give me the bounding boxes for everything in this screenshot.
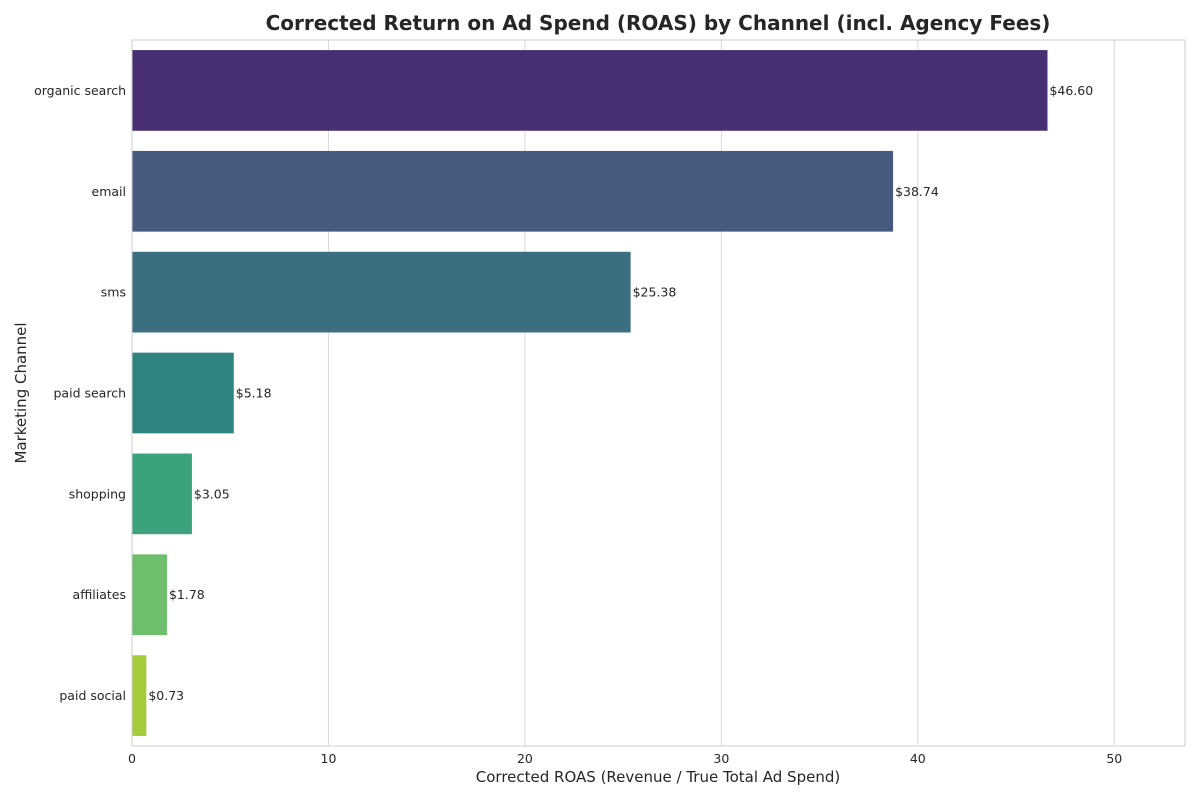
y-tick-label: affiliates <box>73 587 126 602</box>
x-tick-label: 30 <box>713 751 729 766</box>
y-tick-label: paid social <box>59 688 126 703</box>
chart-title: Corrected Return on Ad Spend (ROAS) by C… <box>266 11 1051 35</box>
data-label: $38.74 <box>895 184 939 199</box>
y-tick-label: organic search <box>34 83 126 98</box>
plot-frame <box>131 39 1186 747</box>
y-axis-label: Marketing Channel <box>12 322 30 463</box>
grid <box>131 40 1115 746</box>
x-tick-label: 20 <box>517 751 533 766</box>
y-tick-label: shopping <box>69 486 126 501</box>
data-label: $3.05 <box>194 486 230 501</box>
bar-organic-search <box>132 50 1048 131</box>
data-label: $0.73 <box>148 688 184 703</box>
bar-sms <box>132 251 631 333</box>
bar-paid-social <box>132 655 147 736</box>
bar-paid-search <box>132 352 234 434</box>
bar-email <box>132 150 894 232</box>
x-tick-label: 50 <box>1106 751 1122 766</box>
bars <box>132 50 1048 736</box>
data-label: $1.78 <box>169 587 205 602</box>
y-tick-label: sms <box>101 285 126 300</box>
bar-shopping <box>132 453 192 535</box>
data-label: $25.38 <box>633 285 677 300</box>
data-label: $46.60 <box>1049 83 1093 98</box>
bar-affiliates <box>132 554 167 636</box>
y-ticks: organic search email sms paid search shoppin… <box>34 83 126 703</box>
y-tick-label: email <box>92 184 126 199</box>
data-label: $5.18 <box>236 386 272 401</box>
data-labels: $46.60 $38.74 $25.38 $5.18 $3.05 $1.78 $0.73 <box>148 83 1093 703</box>
x-tick-label: 40 <box>910 751 926 766</box>
x-axis-label: Corrected ROAS (Revenue / True Total Ad … <box>476 768 840 786</box>
x-tick-label: 0 <box>128 751 136 766</box>
x-tick-label: 10 <box>321 751 337 766</box>
y-tick-label: paid search <box>54 386 127 401</box>
x-ticks: 0 10 20 30 40 50 <box>128 751 1122 766</box>
